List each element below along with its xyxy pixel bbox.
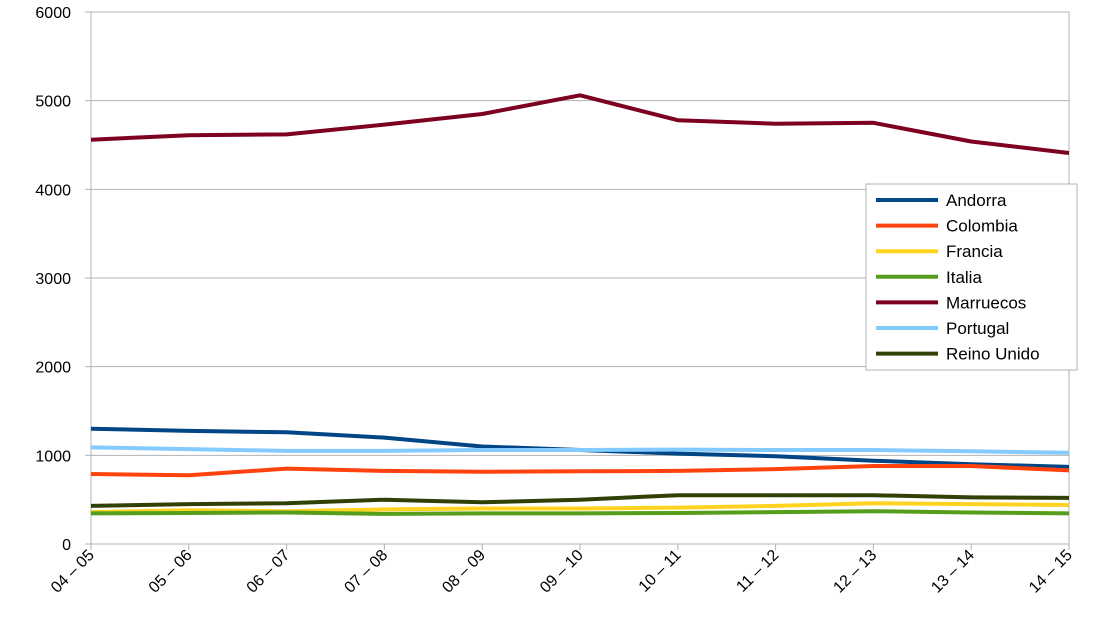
x-tick-label: 09 – 10 [537,547,587,597]
x-tick-labels: 04 – 05 05 – 06 06 – 07 07 – 08 08 – 09 09 – … [48,547,1076,597]
x-tick-label: 06 – 07 [244,547,294,597]
x-tick-label: 04 – 05 [48,547,98,597]
series-line-marruecos [90,93,1070,155]
x-tick-label: 12 – 13 [830,547,880,597]
y-tick-label: 5000 [35,94,71,111]
legend-label: Francia [946,242,1003,261]
gridlines [91,11,1069,456]
legend-label: Colombia [946,217,1018,236]
legend-label: Italia [946,268,982,287]
x-tick-label: 08 – 09 [439,547,489,597]
x-tick-label: 14 – 15 [1026,547,1076,597]
y-tick-label: 1000 [35,448,71,465]
series-line-portugal [90,445,1070,455]
y-tick-label: 0 [62,537,71,554]
series-line-colombia [90,464,1070,478]
legend-label: Marruecos [946,293,1026,312]
y-tick-label: 4000 [35,182,71,199]
series-line-andorra [90,426,1070,469]
x-tick-label: 13 – 14 [928,547,978,597]
legend-label: Portugal [946,319,1009,338]
y-tick-label: 3000 [35,271,71,288]
legend: Andorra Colombia Francia Italia Marruecos Por… [865,183,1078,371]
series-lines [90,93,1070,516]
y-tick-label: 2000 [35,360,71,377]
legend-label: Andorra [946,191,1007,210]
x-tick-label: 07 – 08 [341,547,391,597]
x-tick-label: 11 – 12 [733,547,782,596]
series-line-reino-unido [90,493,1070,508]
x-tick-label: 05 – 06 [146,547,196,597]
series-line-italia [90,509,1070,516]
x-tick-label: 10 – 11 [636,547,685,596]
legend-label: Reino Unido [946,345,1040,364]
y-tick-labels: 0 1000 2000 3000 4000 5000 6000 [35,5,71,554]
y-tick-label: 6000 [35,5,71,22]
